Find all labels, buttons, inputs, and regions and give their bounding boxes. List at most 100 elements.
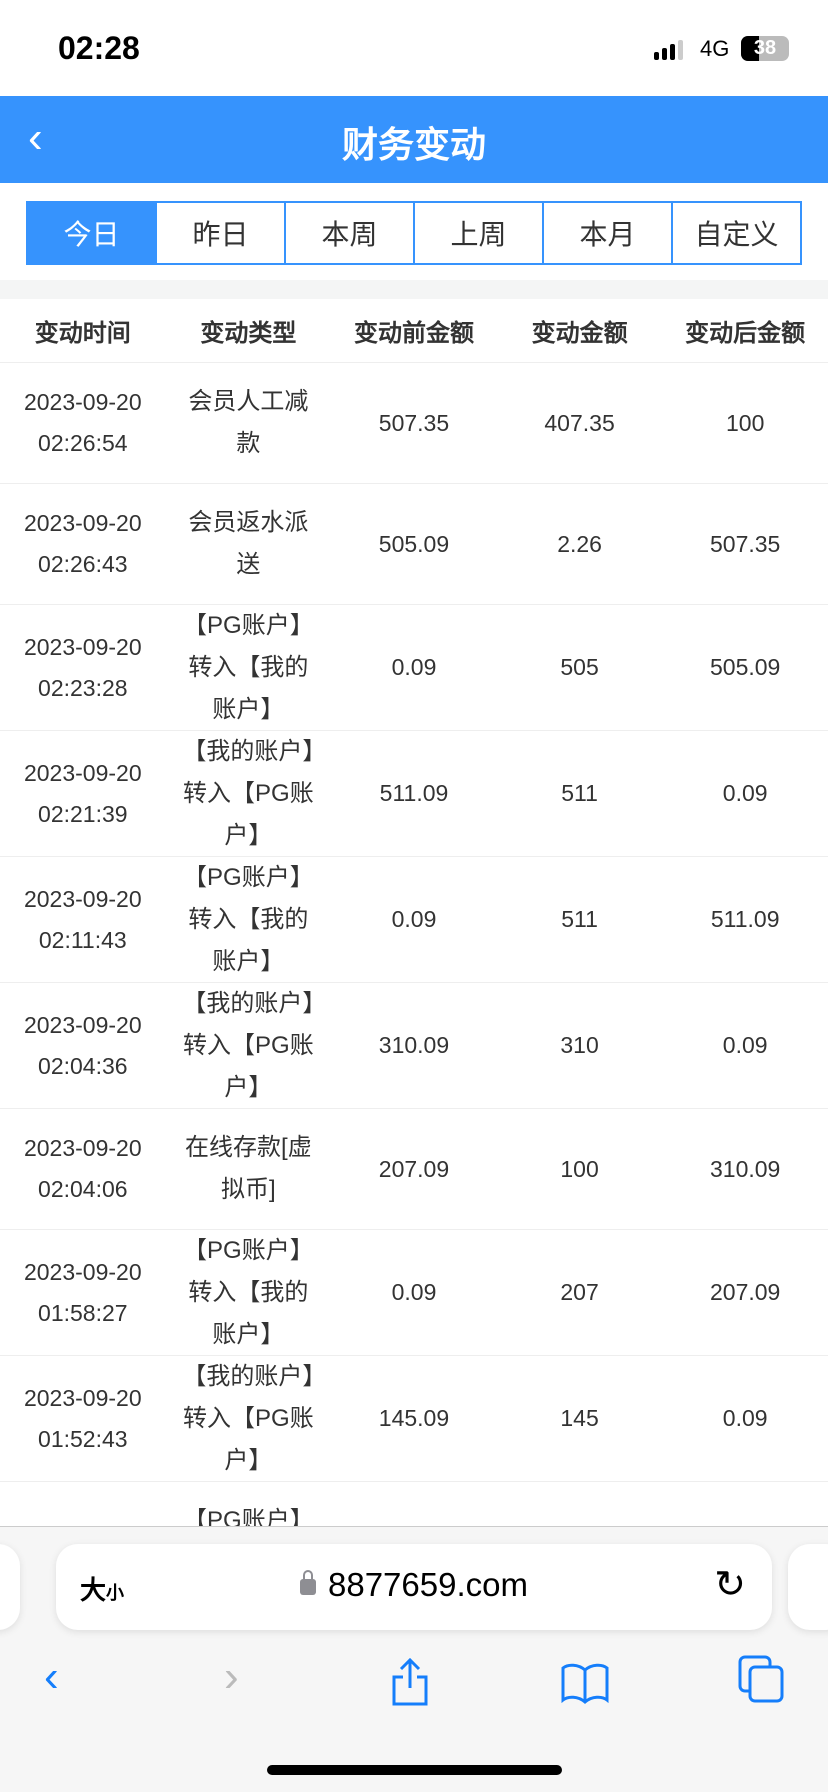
time: 01:58:27	[38, 1299, 128, 1326]
cell-after: 0.09	[722, 1032, 768, 1058]
cell-after: 0.09	[722, 780, 768, 806]
cell-after: 100	[725, 409, 765, 436]
date: 2023-09-20	[23, 1384, 142, 1411]
table-row: 2023-09-20 02:26:54 会员人工减款 507.35 407.35 …	[0, 363, 828, 484]
cell-time: 2023-09-20 02:26:54	[0, 382, 166, 464]
cell-after: 0.09	[722, 1405, 768, 1431]
table-row: 2023-09-20 02:26:43 会员返水派送 505.09 2.26 50…	[0, 484, 828, 605]
cell-after: 207.09	[709, 1279, 781, 1305]
cell-before: 310.09	[378, 1032, 450, 1058]
cell-before: 207.09	[378, 1155, 450, 1182]
cell-time: 2023-09-20 01:52:43	[0, 1378, 166, 1460]
network-type: 4G	[700, 36, 730, 61]
time: 01:52:43	[38, 1425, 128, 1452]
signal-icon	[654, 40, 683, 60]
time: 02:23:28	[38, 674, 128, 701]
cell-before: 145.09	[378, 1405, 450, 1431]
cell-time: 2023-09-20 02:04:36	[0, 1005, 166, 1087]
cell-before: 511.09	[379, 780, 449, 806]
browser-chrome: 大小 8877659.com ↻ ‹ ›	[0, 1526, 828, 1792]
table-row: 2023-09-20 02:04:06 在线存款[虚拟币] 207.09 100 …	[0, 1109, 828, 1230]
table-row: 2023-09-20 02:23:28 【PG账户】转入【我的账户】 0.09 5…	[0, 605, 828, 731]
tab-2[interactable]: 本周	[284, 203, 413, 263]
time: 02:26:43	[38, 551, 128, 577]
date: 2023-09-20	[23, 389, 142, 415]
table-row: 2023-09-20 01:52:43 【我的账户】转入【PG账户】 145.09…	[0, 1356, 828, 1482]
cell-amount: 2.26	[557, 530, 602, 557]
clock: 02:28	[58, 30, 140, 66]
tab-4[interactable]: 本月	[542, 203, 671, 263]
cell-type: 会员人工减款	[188, 388, 309, 457]
cell-time: 2023-09-20 01:58:27	[0, 1252, 166, 1334]
cell-type: 【我的账户】转入【PG账户】	[182, 989, 315, 1101]
tab-1[interactable]: 昨日	[155, 203, 284, 263]
cell-amount: 505	[560, 654, 599, 680]
back-icon[interactable]: ‹	[44, 1652, 59, 1701]
time: 02:11:43	[38, 926, 127, 953]
date: 2023-09-20	[23, 759, 142, 786]
date: 2023-09-20	[23, 1258, 142, 1285]
table-row: 2023-09-20 02:04:36 【我的账户】转入【PG账户】 310.09…	[0, 983, 828, 1109]
bookmarks-icon[interactable]	[560, 1662, 610, 1715]
share-icon[interactable]	[390, 1657, 430, 1718]
column-header: 变动前金额	[353, 320, 474, 347]
cell-type: 在线存款[虚拟币]	[185, 1134, 312, 1203]
tab-5[interactable]: 自定义	[671, 203, 800, 263]
status-bar: 02:28 4G 38	[0, 0, 828, 96]
reload-icon[interactable]: ↻	[714, 1564, 746, 1606]
cell-before: 0.09	[391, 1279, 437, 1305]
cell-amount: 511	[561, 906, 598, 932]
cell-time: 2023-09-20 02:21:39	[0, 753, 166, 835]
tab-0[interactable]: 今日	[28, 203, 155, 263]
lock-icon	[300, 1570, 316, 1595]
cell-after: 511.09	[710, 906, 780, 932]
battery-icon: 38	[741, 36, 789, 61]
cell-type: 会员返水派送	[188, 509, 309, 578]
cell-time: 2023-09-20 02:11:43	[0, 879, 166, 961]
date-filter-tabs: 今日 昨日 本周 上周 本月 自定义	[26, 201, 802, 265]
page-title: 财务变动	[341, 124, 486, 165]
cell-type: 【我的账户】转入【PG账户】	[182, 1362, 315, 1474]
cell-amount: 511	[561, 780, 598, 806]
cell-amount: 207	[560, 1279, 599, 1305]
cell-before: 0.09	[391, 654, 437, 680]
table-row: 2023-09-20 01:58:27 【PG账户】转入【我的账户】 0.09 2…	[0, 1230, 828, 1356]
cell-type: 【PG账户】转入【我的账户】	[183, 863, 314, 975]
time: 02:04:06	[38, 1176, 128, 1202]
column-header: 变动时间	[34, 320, 131, 347]
url-text[interactable]: 8877659.com	[328, 1566, 528, 1603]
cell-amount: 145	[560, 1405, 599, 1431]
date: 2023-09-20	[23, 510, 142, 536]
next-tab-preview[interactable]	[788, 1544, 828, 1630]
cell-time: 2023-09-20 02:23:28	[0, 627, 166, 709]
time: 02:04:36	[38, 1052, 128, 1079]
cell-before: 507.35	[378, 409, 450, 436]
text-size-button[interactable]: 大小	[80, 1575, 125, 1605]
date: 2023-09-20	[23, 633, 142, 660]
tab-3[interactable]: 上周	[413, 203, 542, 263]
transactions-table: 变动时间 变动类型 变动前金额 变动金额 变动后金额 2023-09-20 02:26:5…	[0, 299, 828, 1603]
column-header: 变动后金额	[685, 320, 806, 347]
cell-after: 310.09	[709, 1155, 781, 1182]
cell-amount: 407.35	[544, 409, 615, 436]
address-bar[interactable]: 大小 8877659.com ↻	[56, 1544, 772, 1630]
time: 02:21:39	[38, 800, 128, 827]
forward-icon[interactable]: ›	[224, 1652, 239, 1701]
tabs-icon[interactable]	[738, 1655, 784, 1714]
time: 02:26:54	[38, 430, 128, 456]
cell-time: 2023-09-20 02:04:06	[0, 1128, 166, 1210]
nav-header: ‹ 财务变动	[0, 96, 828, 183]
cell-type: 【PG账户】转入【我的账户】	[183, 1236, 314, 1348]
prev-tab-preview[interactable]	[0, 1544, 20, 1630]
cell-amount: 100	[560, 1155, 599, 1182]
cell-amount: 310	[560, 1032, 599, 1058]
column-header: 变动金额	[531, 320, 628, 347]
cell-before: 0.09	[391, 906, 437, 932]
table-row: 2023-09-20 02:11:43 【PG账户】转入【我的账户】 0.09 5…	[0, 857, 828, 983]
table-row: 2023-09-20 02:21:39 【我的账户】转入【PG账户】 511.09…	[0, 731, 828, 857]
cell-time: 2023-09-20 02:26:43	[0, 503, 166, 585]
cell-before: 505.09	[378, 530, 450, 557]
cell-after: 507.35	[709, 530, 781, 557]
chevron-left-icon[interactable]: ‹	[28, 113, 43, 162]
cell-type: 【PG账户】转入【我的账户】	[183, 611, 314, 723]
